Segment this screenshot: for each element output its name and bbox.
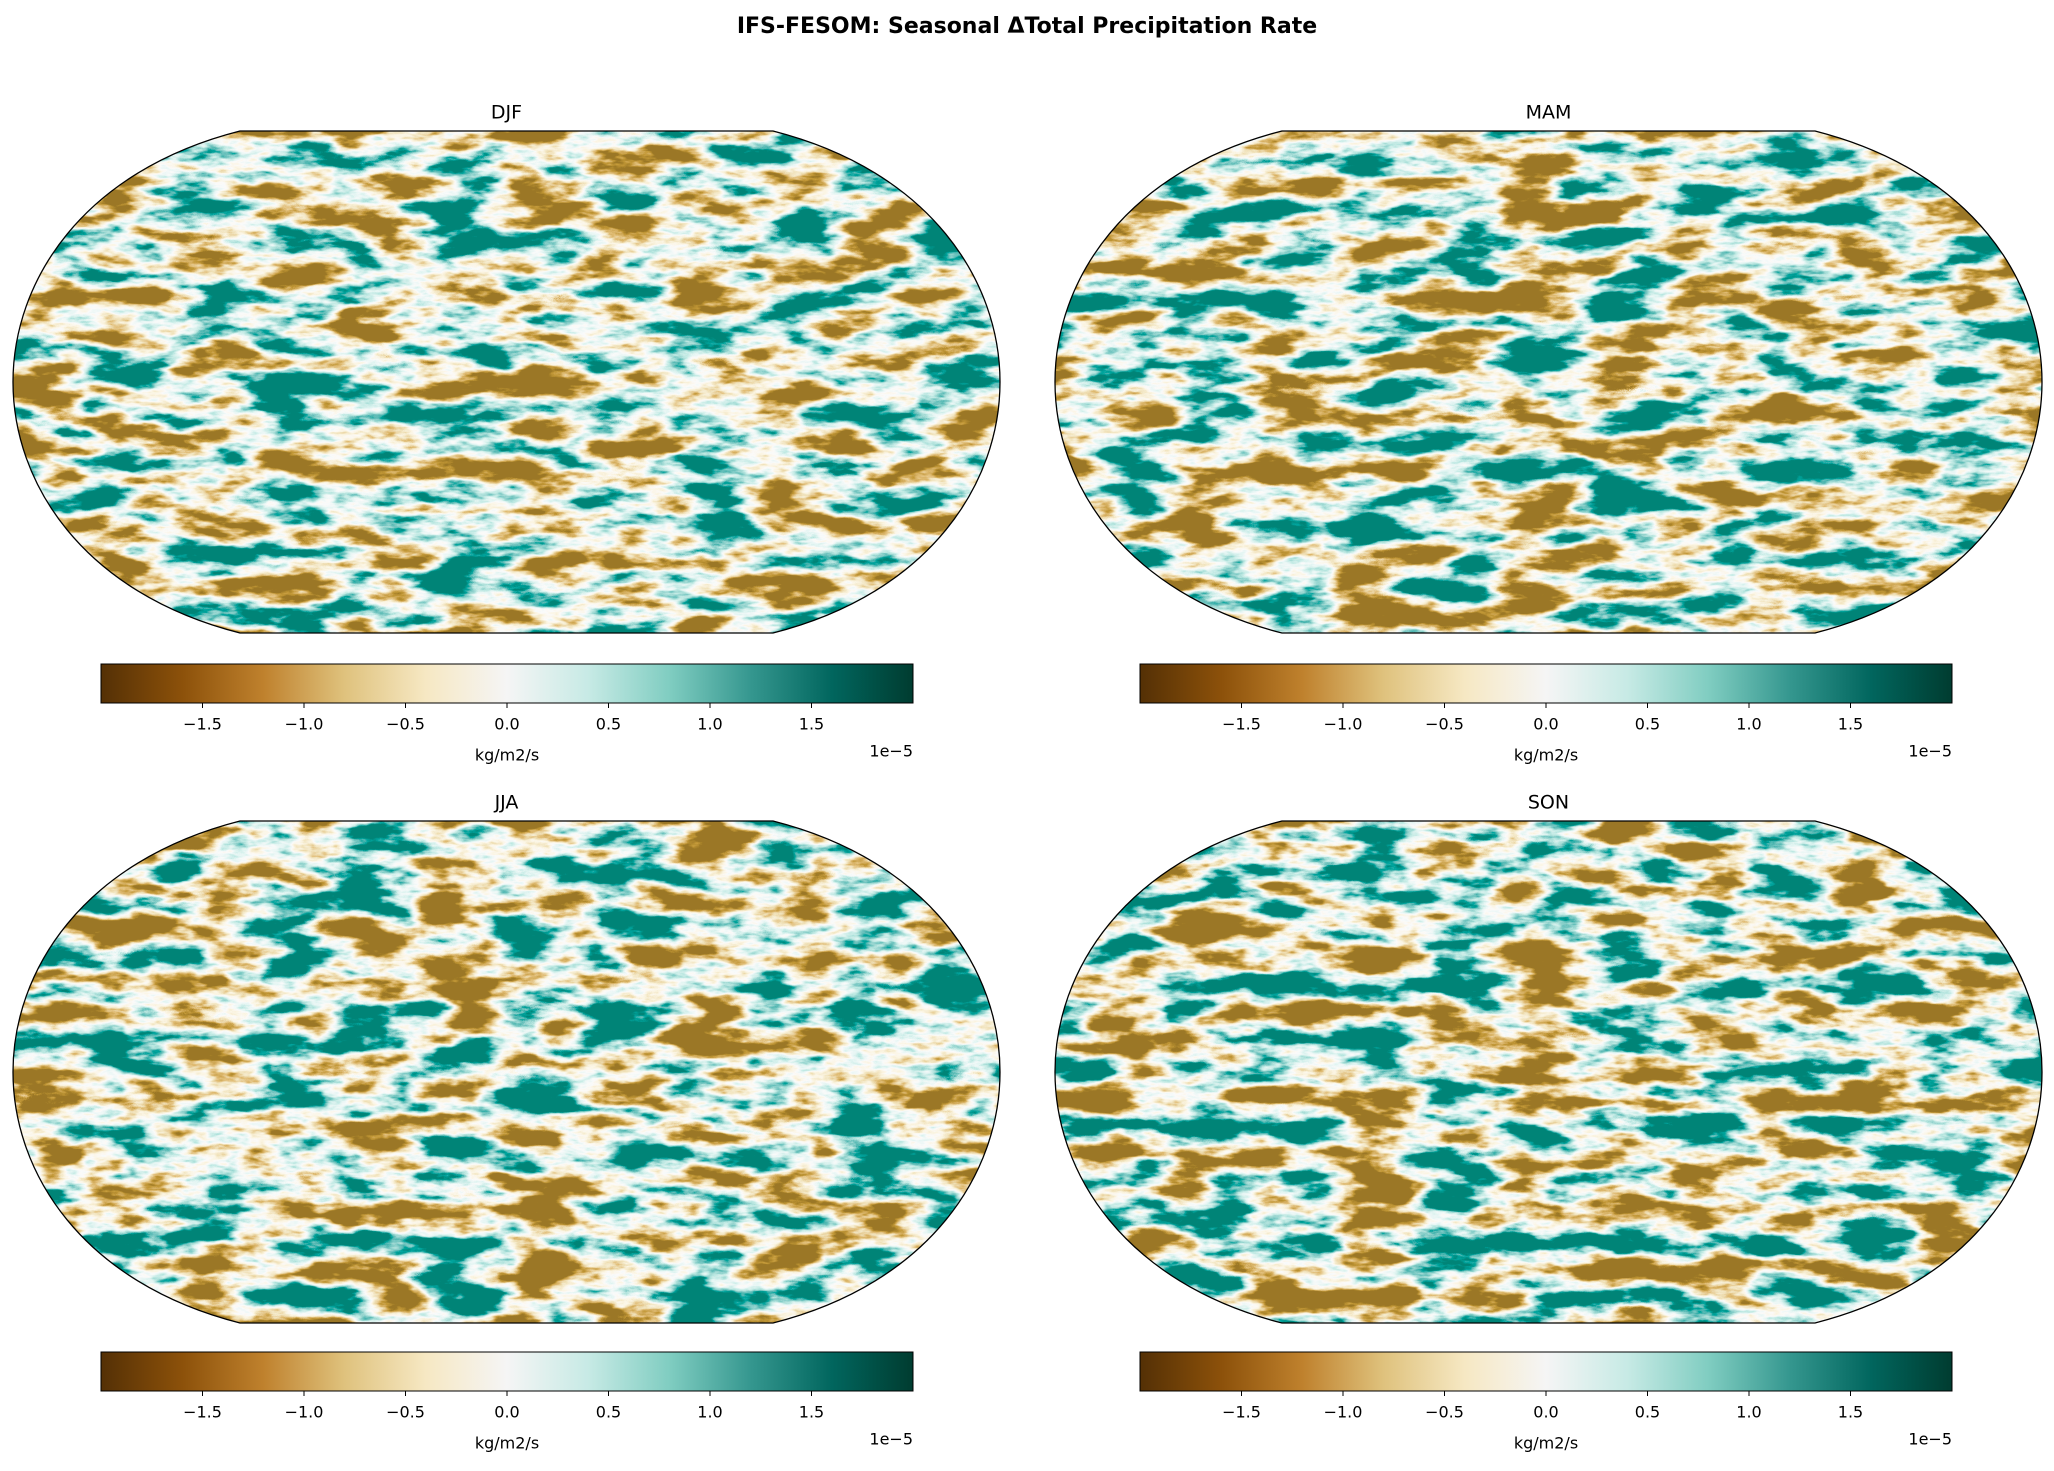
colorbar-tick-label: 1.5	[1838, 1403, 1863, 1422]
colorbar-tick-label: 0.0	[1533, 715, 1558, 734]
colorbar-tick-label: −0.5	[386, 1403, 425, 1422]
colorbar-tick-label: 0.5	[1635, 715, 1660, 734]
map-field	[13, 821, 1000, 1323]
colorbar-tick-label: 1.0	[697, 715, 722, 734]
colorbar-label: kg/m2/s	[1514, 746, 1578, 765]
panel-title: MAM	[1526, 102, 1572, 124]
colorbar	[1139, 663, 1953, 704]
map-outline	[12, 820, 1001, 1324]
colorbar-label: kg/m2/s	[1514, 1434, 1578, 1453]
colorbar-tick-label: 0.0	[494, 715, 519, 734]
colorbar-tick-label: −0.5	[1425, 1403, 1464, 1422]
colorbar-tick-label: 1.0	[1736, 1403, 1761, 1422]
colorbar-tick-label: −1.5	[1222, 715, 1261, 734]
colorbar-tick-label: 1.5	[1838, 715, 1863, 734]
colorbar-tick-label: −1.0	[1324, 715, 1363, 734]
colorbar	[100, 663, 914, 704]
map-texture	[1055, 131, 2042, 633]
figure-title: IFS-FESOM: Seasonal ΔTotal Precipitation…	[737, 14, 1317, 39]
panel-title: SON	[1528, 792, 1569, 814]
colorbar-tick-label: −1.5	[183, 715, 222, 734]
colorbar-tick-label: −1.0	[285, 1403, 324, 1422]
colorbar-label: kg/m2/s	[475, 1434, 539, 1453]
map-texture	[1055, 821, 2042, 1323]
colorbar-offset-text: 1e−5	[1908, 742, 1952, 761]
colorbar-tick-label: 0.5	[596, 715, 621, 734]
map-outline	[12, 130, 1001, 634]
map-outline	[1054, 820, 2043, 1324]
colorbar-tick-label: −0.5	[1425, 715, 1464, 734]
colorbar-tick-label: −0.5	[386, 715, 425, 734]
map-field	[13, 131, 1000, 633]
colorbar-tick-label: −1.5	[183, 1403, 222, 1422]
colorbar-offset-text: 1e−5	[869, 742, 913, 761]
colorbar	[1139, 1351, 1953, 1392]
colorbar-tick-label: −1.0	[1324, 1403, 1363, 1422]
colorbar-tick-label: 1.0	[697, 1403, 722, 1422]
panel-title: DJF	[491, 102, 522, 124]
colorbar-tick-label: −1.0	[285, 715, 324, 734]
colorbar-tick-label: 0.5	[1635, 1403, 1660, 1422]
colorbar-tick-label: 0.0	[494, 1403, 519, 1422]
colorbar-tick-label: 0.0	[1533, 1403, 1558, 1422]
colorbar-tick-label: 1.5	[799, 1403, 824, 1422]
map-outline	[1054, 130, 2043, 634]
colorbar-offset-text: 1e−5	[869, 1430, 913, 1449]
colorbar-label: kg/m2/s	[475, 746, 539, 765]
colorbar-tick-label: −1.5	[1222, 1403, 1261, 1422]
panel-title: JJA	[494, 792, 519, 814]
map-field	[1055, 821, 2042, 1323]
colorbar-tick-label: 1.0	[1736, 715, 1761, 734]
colorbar-tick-label: 0.5	[596, 1403, 621, 1422]
map-texture	[13, 131, 1000, 633]
colorbar-tick-label: 1.5	[799, 715, 824, 734]
map-texture	[13, 821, 1000, 1323]
map-field	[1055, 131, 2042, 633]
colorbar-offset-text: 1e−5	[1908, 1430, 1952, 1449]
colorbar	[100, 1351, 914, 1392]
